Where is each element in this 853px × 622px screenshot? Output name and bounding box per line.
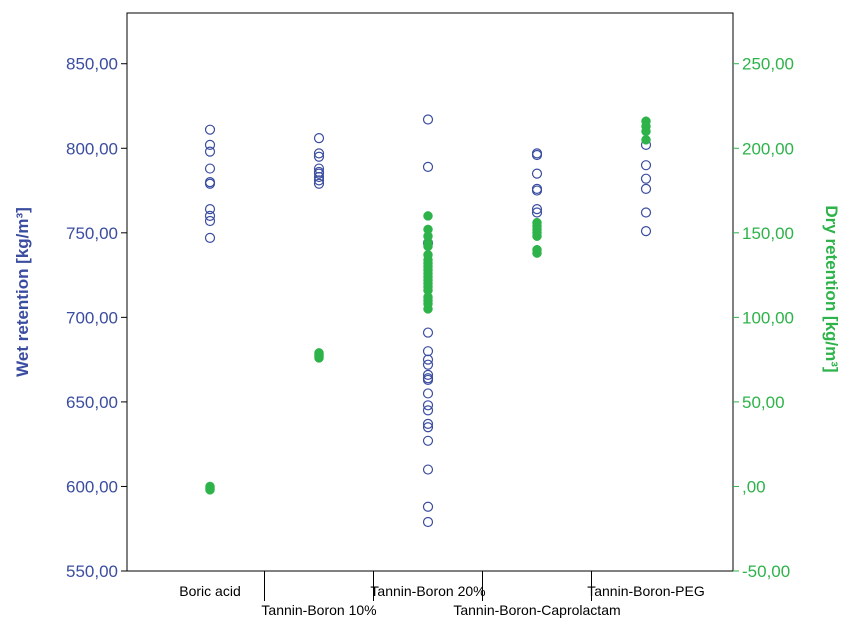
wet-retention-point	[422, 114, 434, 125]
wet-retention-point	[531, 168, 543, 179]
wet-retention-point	[313, 171, 325, 183]
wet-retention-point	[640, 226, 652, 237]
wet-retention-point	[204, 124, 216, 135]
x-category-label: Tannin-Boron-PEG	[587, 583, 705, 599]
dry-retention-point	[641, 135, 651, 145]
x-category-label: Boric acid	[179, 583, 240, 599]
wet-retention-point	[422, 400, 434, 411]
wet-retention-point	[422, 388, 434, 399]
wet-retention-point	[531, 185, 543, 196]
y-right-tick-label: 200,00	[742, 139, 794, 158]
wet-retention-point	[422, 422, 434, 433]
dry-retention-point	[641, 126, 651, 137]
wet-retention-point	[422, 464, 434, 475]
category-labels: Boric acid Tannin-Boron 10% Tannin-Boron 2…	[179, 583, 704, 618]
wet-retention-point	[422, 516, 434, 528]
wet-retention-point	[422, 418, 434, 429]
wet-retention-point	[640, 207, 652, 218]
wet-retention-point	[422, 501, 434, 512]
dry-retention-point	[532, 231, 542, 241]
wet-retention-point	[640, 173, 652, 184]
x-category-label: Tannin-Boron-Caprolactam	[453, 602, 620, 618]
wet-retention-point	[313, 175, 325, 186]
wet-retention-point	[422, 359, 434, 370]
wet-retention-point	[204, 232, 216, 243]
y-right-tick-label: -50,00	[742, 562, 790, 581]
y-left-tick-label: 700,00	[66, 308, 118, 327]
y-right-tick-label: 150,00	[742, 224, 794, 243]
wet-retention-point	[422, 374, 434, 386]
wet-retention-point	[204, 163, 216, 174]
y-left-tick-label: 600,00	[66, 477, 118, 496]
wet-retention-point	[531, 204, 543, 215]
wet-retention-point	[204, 204, 216, 215]
wet-retention-point	[422, 405, 434, 416]
dry-retention-point	[532, 248, 542, 258]
y-right-tick-label: ,00	[742, 477, 766, 496]
dry-retention-point	[423, 211, 433, 221]
dry-retention-point	[423, 241, 433, 252]
y-left-tick-label: 800,00	[66, 139, 118, 158]
y-axis-right-title: Dry retention [kg/m³]	[822, 205, 841, 372]
x-category-label: Tannin-Boron 20%	[370, 583, 485, 599]
wet-retention-point	[204, 215, 216, 227]
wet-retention-point	[313, 168, 325, 179]
dry-retention-point	[423, 304, 433, 314]
wet-retention-point	[422, 161, 434, 172]
wet-retention-point	[204, 178, 216, 189]
wet-retention-point	[422, 435, 434, 446]
dry-retention-point	[314, 353, 324, 363]
wet-retention-point	[531, 149, 543, 161]
wet-retention-point	[531, 207, 543, 218]
wet-retention-point	[204, 139, 216, 150]
wet-retention-point	[422, 354, 434, 365]
y-left-tick-label: 850,00	[66, 55, 118, 74]
wet-retention-point	[640, 160, 652, 171]
wet-retention-point	[313, 178, 325, 189]
y-left-tick-label: 650,00	[66, 393, 118, 412]
dry-retention-point	[205, 485, 215, 495]
x-category-label: Tannin-Boron 10%	[261, 602, 376, 618]
wet-retention-point	[204, 210, 216, 222]
wet-retention-point	[313, 151, 325, 162]
data-points	[204, 114, 652, 528]
y-right-tick-label: 100,00	[742, 308, 794, 327]
y-axis-left-title: Wet retention [kg/m³]	[13, 207, 32, 377]
y-right-tick-label: 50,00	[742, 393, 785, 412]
plot-frame	[126, 12, 734, 572]
wet-retention-point	[204, 146, 216, 157]
wet-retention-point	[422, 369, 434, 380]
wet-retention-point	[313, 148, 325, 159]
y-left-tick-label: 750,00	[66, 224, 118, 243]
wet-retention-point	[422, 346, 434, 357]
y-right-tick-label: 250,00	[742, 55, 794, 74]
tick-group: 550,00 600,00 650,00 700,00 750,00 800,00 850,…	[66, 55, 794, 601]
wet-retention-point	[422, 327, 434, 338]
y-left-tick-label: 550,00	[66, 562, 118, 581]
wet-retention-point	[640, 183, 652, 194]
wet-retention-point	[313, 133, 325, 144]
